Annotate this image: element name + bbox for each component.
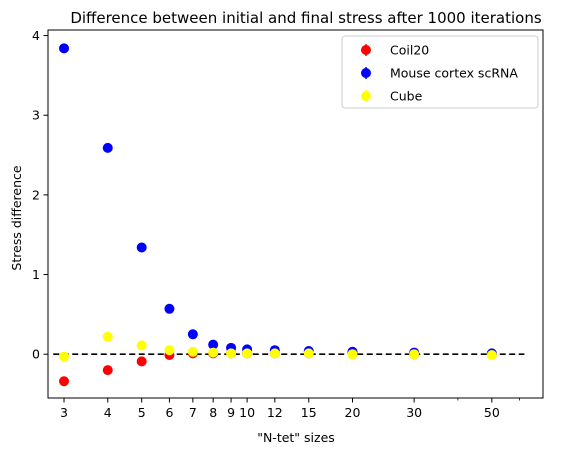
point-mouse-cortex-scrna — [208, 339, 219, 350]
point-mouse-cortex-scrna — [59, 43, 70, 54]
y-tick-label: 4 — [32, 28, 40, 43]
point-cube — [59, 351, 70, 362]
x-axis: 3 4 5 6 7 8 9 10 12 15 20 30 50 — [60, 398, 520, 420]
point-cube — [409, 349, 420, 360]
y-tick-label: 3 — [32, 108, 40, 123]
point-cube — [347, 349, 358, 360]
x-tick-label: 9 — [227, 405, 235, 420]
legend-label-coil20: Coil20 — [390, 43, 429, 58]
point-cube — [269, 348, 280, 359]
x-tick-label: 4 — [104, 405, 112, 420]
point-coil20 — [59, 376, 70, 387]
point-cube — [242, 348, 253, 359]
x-tick-label: 7 — [189, 405, 197, 420]
y-axis: 0 1 2 3 4 — [32, 28, 48, 362]
data-points — [59, 43, 497, 387]
point-mouse-cortex-scrna — [136, 242, 147, 253]
chart-title: Difference between initial and final str… — [70, 9, 542, 27]
point-cube — [187, 346, 198, 357]
plot-area — [47, 29, 544, 399]
x-axis-label: "N-tet" sizes — [257, 430, 335, 445]
point-cube — [208, 347, 219, 358]
y-tick-label: 2 — [32, 187, 40, 202]
point-cube — [486, 349, 497, 360]
x-tick-label: 6 — [165, 405, 173, 420]
x-tick-label: 20 — [345, 405, 361, 420]
y-tick-label: 0 — [32, 347, 40, 362]
plot-frame — [47, 29, 544, 399]
x-tick-label: 12 — [267, 405, 283, 420]
x-tick-label: 3 — [60, 405, 68, 420]
legend: Coil20 Mouse cortex scRNA Cube — [341, 35, 539, 109]
legend-label-cube: Cube — [390, 89, 423, 104]
legend-label-mouse-cortex-scrna: Mouse cortex scRNA — [390, 66, 518, 81]
point-cube — [303, 348, 314, 359]
point-coil20 — [102, 365, 113, 376]
x-tick-label: 8 — [209, 405, 217, 420]
x-tick-label: 50 — [484, 405, 500, 420]
x-tick-label: 5 — [138, 405, 146, 420]
y-axis-label: Stress difference — [9, 165, 24, 270]
point-cube — [226, 348, 237, 359]
x-tick-label: 10 — [239, 405, 255, 420]
point-mouse-cortex-scrna — [102, 142, 113, 153]
point-cube — [102, 331, 113, 342]
point-mouse-cortex-scrna — [164, 303, 175, 314]
y-tick-label: 1 — [32, 267, 40, 282]
legend-marker-mouse-cortex-scrna — [361, 68, 371, 78]
point-cube — [136, 340, 147, 351]
legend-marker-coil20 — [361, 45, 371, 55]
point-coil20 — [136, 356, 147, 367]
legend-marker-cube — [361, 91, 371, 101]
point-cube — [164, 345, 175, 356]
x-tick-label: 30 — [406, 405, 422, 420]
legend-box — [341, 35, 539, 109]
x-tick-label: 15 — [301, 405, 317, 420]
point-mouse-cortex-scrna — [187, 329, 198, 340]
